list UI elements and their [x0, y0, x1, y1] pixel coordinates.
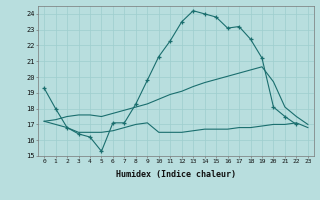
X-axis label: Humidex (Indice chaleur): Humidex (Indice chaleur) — [116, 170, 236, 179]
